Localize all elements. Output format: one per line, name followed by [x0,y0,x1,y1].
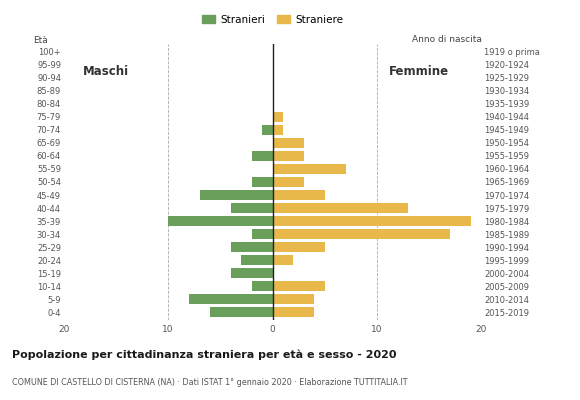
Text: Età: Età [34,36,48,45]
Text: Femmine: Femmine [389,65,449,78]
Text: Maschi: Maschi [82,65,129,78]
Bar [273,112,283,122]
Text: Popolazione per cittadinanza straniera per età e sesso - 2020: Popolazione per cittadinanza straniera p… [12,350,396,360]
Bar [273,216,471,226]
Bar [273,138,304,148]
Bar [231,268,273,278]
Bar [252,151,273,161]
Bar [273,203,408,213]
Bar [273,177,304,187]
Bar [273,307,314,317]
Bar [273,125,283,135]
Bar [200,190,273,200]
Bar [168,216,273,226]
Bar [273,151,304,161]
Bar [273,164,346,174]
Bar [273,229,450,239]
Bar [252,229,273,239]
Bar [273,255,293,265]
Bar [231,203,273,213]
Text: Anno di nascita: Anno di nascita [412,35,481,44]
Bar [273,294,314,304]
Bar [262,125,273,135]
Bar [252,281,273,291]
Bar [273,190,325,200]
Bar [189,294,273,304]
Text: COMUNE DI CASTELLO DI CISTERNA (NA) · Dati ISTAT 1° gennaio 2020 · Elaborazione : COMUNE DI CASTELLO DI CISTERNA (NA) · Da… [12,378,407,387]
Bar [210,307,273,317]
Bar [252,177,273,187]
Bar [273,242,325,252]
Bar [231,242,273,252]
Bar [241,255,273,265]
Legend: Stranieri, Straniere: Stranieri, Straniere [198,10,347,29]
Bar [273,281,325,291]
